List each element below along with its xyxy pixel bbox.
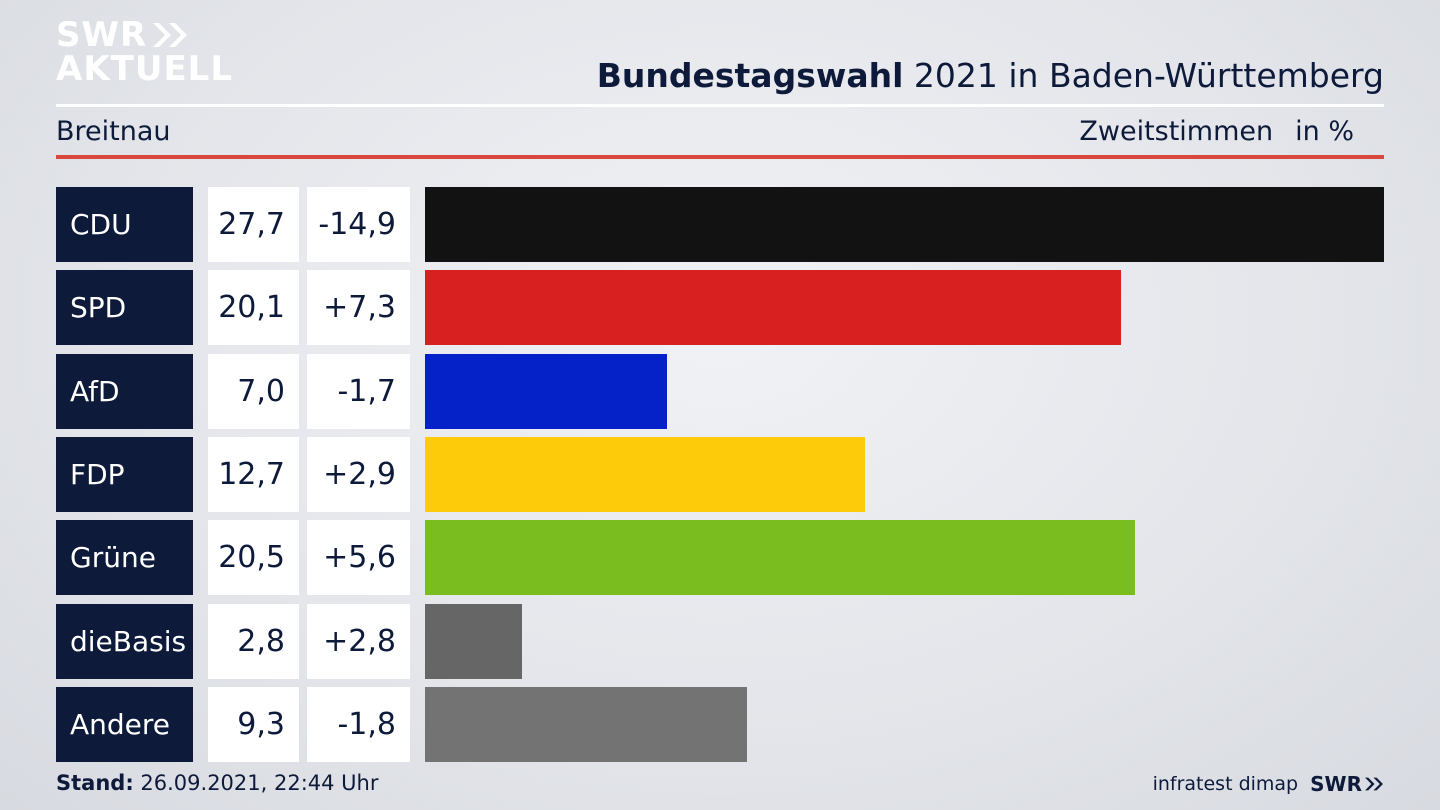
- logo-text-swr: SWR: [56, 15, 148, 55]
- logo-text-aktuell: AKTUELL: [56, 49, 234, 89]
- bar-spd: [425, 270, 1121, 345]
- bar-fdp: [425, 437, 865, 512]
- change-label: -1,7: [307, 354, 410, 429]
- bar-diebasis: [425, 604, 522, 679]
- value-label: 20,1: [208, 270, 299, 345]
- party-label: Andere: [56, 687, 193, 762]
- value-label: 2,8: [208, 604, 299, 679]
- bar-andere: [425, 687, 747, 762]
- change-label: +5,6: [307, 520, 410, 595]
- value-label: 27,7: [208, 187, 299, 262]
- value-label: 9,3: [208, 687, 299, 762]
- party-label: dieBasis: [56, 604, 193, 679]
- source-label: infratest dimap: [1152, 773, 1299, 795]
- measure-label: Zweitstimmen in %: [1079, 116, 1354, 147]
- unit-text: in %: [1295, 116, 1354, 147]
- brand-text: SWR: [1310, 772, 1362, 796]
- party-label: CDU: [56, 187, 193, 262]
- swr-footer-logo: SWR: [1310, 772, 1384, 796]
- party-label: FDP: [56, 437, 193, 512]
- change-label: +2,9: [307, 437, 410, 512]
- timestamp: Stand: 26.09.2021, 22:44 Uhr: [56, 771, 379, 795]
- title-rest: 2021 in Baden-Württemberg: [903, 56, 1384, 95]
- change-label: -1,8: [307, 687, 410, 762]
- location-label: Breitnau: [56, 116, 171, 147]
- source-credit: infratest dimap SWR: [1153, 772, 1384, 796]
- bar-grüne: [425, 520, 1135, 595]
- bar-cdu: [425, 187, 1384, 262]
- change-label: -14,9: [307, 187, 410, 262]
- value-label: 12,7: [208, 437, 299, 512]
- change-label: +7,3: [307, 270, 410, 345]
- party-label: AfD: [56, 354, 193, 429]
- stand-value: 26.09.2021, 22:44 Uhr: [133, 771, 379, 795]
- header-divider: [56, 104, 1384, 107]
- swr-aktuell-logo: SWR AKTUELL: [56, 18, 233, 86]
- value-label: 7,0: [208, 354, 299, 429]
- title-bold: Bundestagswahl: [596, 56, 904, 95]
- stand-label: Stand:: [56, 771, 134, 795]
- party-label: Grüne: [56, 520, 193, 595]
- double-chevron-icon: [153, 23, 188, 47]
- measure-text: Zweitstimmen: [1079, 116, 1274, 147]
- bar-afd: [425, 354, 667, 429]
- accent-divider: [56, 155, 1384, 159]
- change-label: +2,8: [307, 604, 410, 679]
- page-title: Bundestagswahl 2021 in Baden-Württemberg: [597, 56, 1384, 95]
- value-label: 20,5: [208, 520, 299, 595]
- double-chevron-icon: [1365, 777, 1383, 791]
- party-label: SPD: [56, 270, 193, 345]
